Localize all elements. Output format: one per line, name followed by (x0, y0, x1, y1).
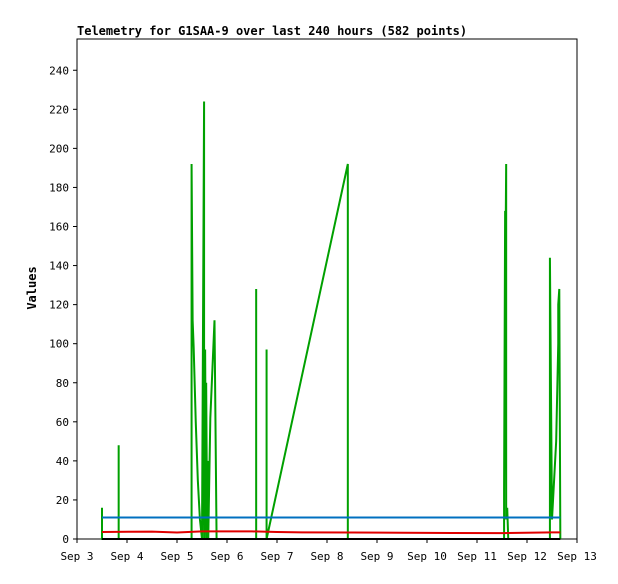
y-tick-label: 140 (49, 260, 69, 273)
y-tick-label: 120 (49, 299, 69, 312)
x-tick-label: Sep 7 (260, 550, 293, 563)
series-line-2 (101, 530, 561, 535)
y-tick-label: 180 (49, 181, 69, 194)
y-tick-label: 160 (49, 221, 69, 234)
y-tick-label: 20 (56, 494, 69, 507)
x-tick-label: Sep 6 (210, 550, 243, 563)
plot-frame (76, 38, 578, 540)
x-tick-label: Sep 10 (407, 550, 447, 563)
x-tick-label: Sep 4 (110, 550, 143, 563)
x-tick-label: Sep 12 (507, 550, 547, 563)
x-tick-label: Sep 11 (457, 550, 497, 563)
x-tick-label: Sep 9 (360, 550, 393, 563)
y-tick-label: 200 (49, 142, 69, 155)
y-tick-label: 100 (49, 338, 69, 351)
x-tick-label: Sep 13 (557, 550, 597, 563)
y-tick-label: 240 (49, 64, 69, 77)
y-tick-label: 60 (56, 416, 69, 429)
x-tick-label: Sep 3 (60, 550, 93, 563)
x-tick-label: Sep 5 (160, 550, 193, 563)
y-tick-label: 40 (56, 455, 69, 468)
x-tick-label: Sep 8 (310, 550, 343, 563)
series-line-1 (101, 101, 562, 540)
y-axis-label: Values (25, 266, 39, 309)
y-tick-label: 0 (62, 533, 69, 546)
plot-area: 0 20 40 60 80 100 120 140 160 180 200 220 240 Sep 3 Se… (49, 38, 597, 563)
chart-title: Telemetry for G1SAA-9 over last 240 hour… (77, 24, 467, 38)
y-tick-label: 220 (49, 103, 69, 116)
y-tick-label: 80 (56, 377, 69, 390)
